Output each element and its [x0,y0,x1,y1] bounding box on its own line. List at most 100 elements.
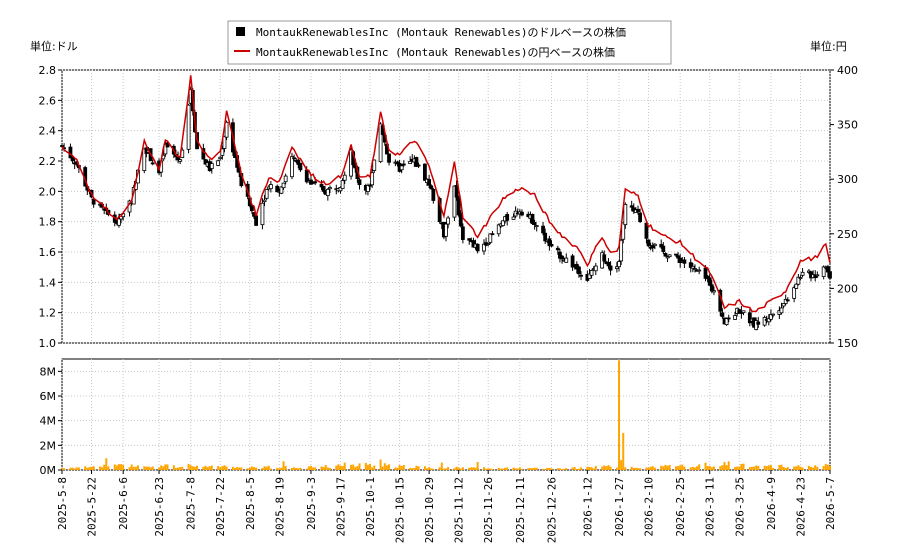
volume-bar [755,465,758,470]
volume-bar [71,467,74,470]
candle-body [828,271,832,279]
volume-bar [767,465,770,470]
volume-bar [797,465,800,470]
volume-bar [369,463,372,470]
volume-bar [708,465,711,470]
candle-body [490,233,495,236]
price-tick-label: 1.6 [39,246,57,259]
candle-body [446,217,451,225]
volume-bar [246,468,249,470]
candle-body [558,251,562,259]
candle-body [661,245,666,252]
price-tick-label: 2.0 [39,185,57,198]
candle-body [262,199,267,203]
volume-bar [453,468,456,470]
volume-bar [639,468,642,470]
volume-bar [86,467,89,470]
candle-body [142,148,147,172]
candle-body [532,222,537,225]
volume-bar [472,467,475,470]
candle-body [416,164,421,167]
x-tick-label: 2025-7-8 [185,477,198,530]
price-tick-label: 2.4 [39,125,57,138]
volume-bar [282,461,285,470]
candle-body [756,321,761,325]
volume-bar [520,468,523,470]
candle-body [619,239,624,262]
volume-bar [712,466,715,470]
candle-body [741,310,746,313]
candle-body [186,104,191,150]
volume-bar [780,464,783,470]
legend-label-jpy: MontaukRenewablesInc (Montauk Renewables… [256,45,615,59]
volume-bar [160,465,163,470]
x-tick-label: 2025-8-5 [244,477,257,530]
candle-body [423,163,427,181]
volume-bar [649,466,652,470]
candle-body [264,189,269,199]
legend-box [227,20,672,65]
candle-body [209,163,214,169]
volume-bar [189,465,192,470]
volume-bar [400,465,403,470]
volume-bar [651,466,654,470]
volume-bar [107,466,110,470]
yen-tick-label: 300 [837,173,858,186]
candle-body [340,180,345,189]
candle-body [414,157,419,167]
candle-body [690,265,695,269]
volume-bar [810,466,813,470]
volume-bar [696,466,699,470]
volume-bar [514,468,517,470]
volume-bar [343,462,346,470]
volume-bar [548,467,551,470]
volume-bar [193,466,196,470]
candle-body [325,188,330,196]
volume-bar [73,468,76,470]
volume-tick-label: 0M [40,464,57,477]
volume-bar [506,467,509,470]
volume-bar [666,465,669,470]
volume-bar [691,466,694,470]
candle-body [511,216,516,220]
candle-body [587,273,592,279]
candle-body [663,252,668,257]
volume-bar [824,463,827,470]
x-tick-label: 2025-10-15 [394,477,407,543]
x-tick-label: 2026-4-23 [794,477,807,537]
volume-bar [276,467,279,470]
volume-bar [542,468,545,470]
candle-body [678,257,683,263]
candle-body [467,238,472,241]
volume-bar [491,468,494,470]
volume-bar [105,458,108,470]
candle-body [674,253,678,256]
candle-body [785,299,790,302]
candle-body [275,185,280,193]
volume-bar [801,467,804,470]
x-tick-label: 2026-5-7 [824,477,837,530]
candle-body [825,266,830,273]
candle-body [792,287,797,299]
price-tick-label: 2.6 [39,94,57,107]
candle-body [357,179,362,185]
volume-bar [234,467,237,470]
volume-bar [231,466,234,470]
volume-bar [358,463,361,470]
candle-body [815,274,820,277]
volume-bar [740,463,743,470]
candle-body [260,202,265,226]
candle-body [150,162,155,165]
candle-body [646,239,651,247]
candle-body [372,159,377,171]
candle-body [541,225,545,234]
right-axis-unit: 単位:円 [810,39,847,53]
volume-bar [605,466,608,470]
volume-bar [208,466,211,470]
volume-bar [630,466,633,470]
volume-bar [816,466,819,470]
grid-layer [61,69,831,471]
volume-bar [179,467,182,470]
volume-bar [337,464,340,470]
candle-body [296,159,301,165]
